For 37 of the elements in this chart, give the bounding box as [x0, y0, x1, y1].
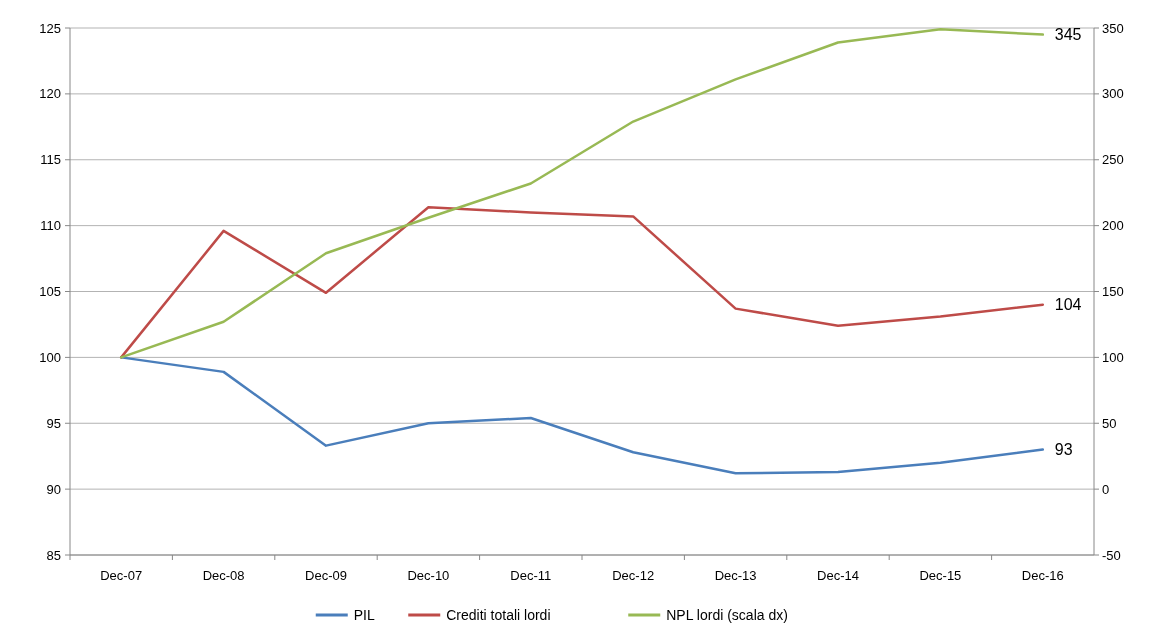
data-label: 93 — [1054, 441, 1073, 459]
y2-tick-label: 100 — [1102, 349, 1124, 365]
legend-label: PIL — [353, 606, 375, 623]
y2-tick-label: 200 — [1102, 218, 1124, 234]
x-tick-label: Dec-12 — [612, 568, 655, 583]
y-tick-label: 100 — [39, 349, 61, 365]
data-label: 345 — [1054, 26, 1082, 44]
data-label: 104 — [1054, 296, 1082, 314]
y2-tick-label: 50 — [1102, 415, 1117, 431]
y-tick-label: 120 — [39, 86, 61, 102]
x-tick-label: Dec-14 — [817, 568, 859, 583]
y-tick-label: 95 — [46, 415, 61, 431]
x-tick-label: Dec-09 — [305, 568, 347, 583]
y2-tick-label: 300 — [1102, 86, 1124, 102]
line-series — [119, 28, 1045, 359]
y2-tick-label: 150 — [1102, 284, 1124, 300]
y-tick-label: 125 — [39, 20, 61, 36]
x-tick-label: Dec-16 — [1021, 568, 1064, 583]
x-tick-label: Dec-08 — [202, 568, 245, 583]
x-tick-label: Dec-11 — [510, 568, 552, 583]
x-tick-label: Dec-07 — [100, 568, 143, 583]
y-tick-label: 85 — [46, 547, 61, 563]
line-series — [119, 205, 1045, 359]
y2-tick-label: 0 — [1102, 481, 1110, 497]
legend-label: NPL lordi (scala dx) — [666, 606, 788, 623]
line-series — [119, 356, 1045, 475]
x-tick-label: Dec-13 — [714, 568, 757, 583]
y2-tick-label: 350 — [1102, 20, 1124, 36]
x-tick-label: Dec-10 — [407, 568, 450, 583]
legend-label: Crediti totali lordi — [446, 606, 551, 623]
y-tick-label: 105 — [39, 284, 61, 300]
y-tick-label: 90 — [46, 481, 61, 497]
y-tick-label: 110 — [40, 218, 61, 234]
x-tick-label: Dec-15 — [919, 568, 962, 583]
y-tick-label: 115 — [40, 152, 61, 168]
y2-tick-label: -50 — [1102, 547, 1121, 563]
y2-tick-label: 250 — [1102, 152, 1124, 168]
